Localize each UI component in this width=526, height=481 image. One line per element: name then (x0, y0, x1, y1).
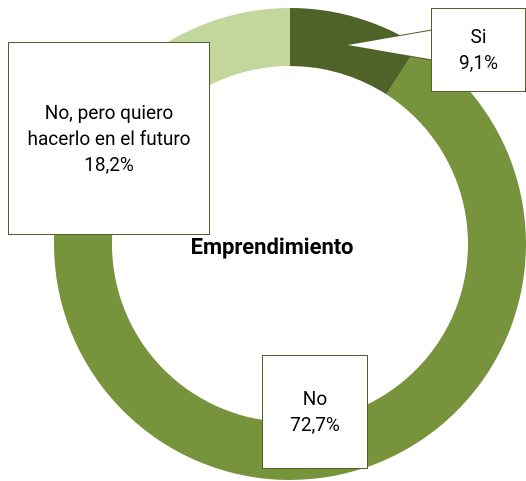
data-label: No 72,7% (262, 355, 368, 469)
label-name: Si (470, 25, 487, 48)
chart-title: Emprendimiento (191, 235, 354, 260)
label-name: No (302, 387, 328, 410)
data-label: Si 9,1% (431, 8, 526, 92)
label-value: 72,7% (290, 413, 340, 436)
label-name: No, pero quiero hacerlo en el futuro (27, 100, 191, 150)
data-label: No, pero quiero hacerlo en el futuro 18,… (8, 42, 210, 235)
donut-slice (290, 8, 418, 95)
label-value: 9,1% (458, 51, 498, 74)
label-value: 18,2% (84, 152, 134, 176)
